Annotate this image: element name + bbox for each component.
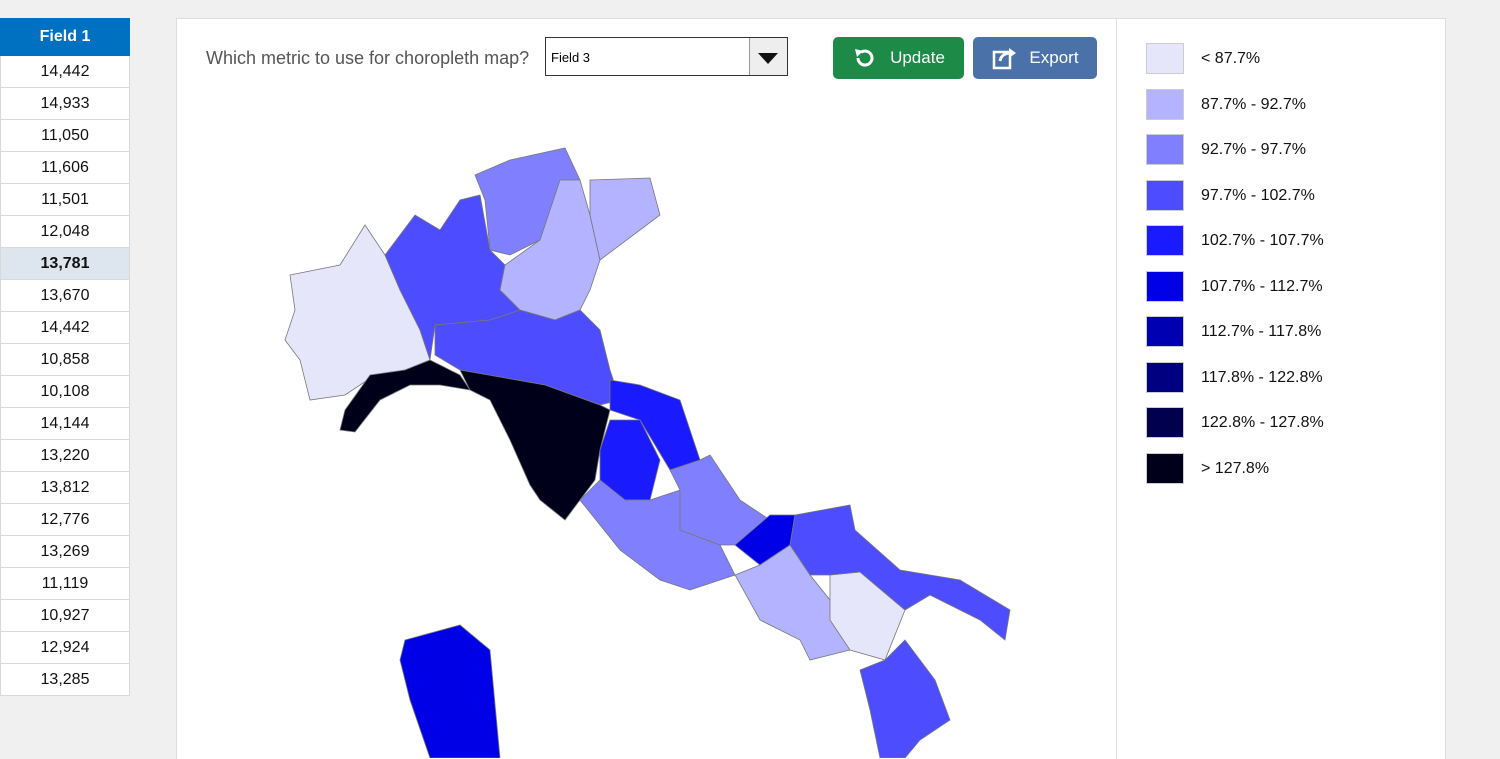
- table-row[interactable]: 10,927: [0, 599, 130, 632]
- region: [859, 639, 951, 758]
- region: [459, 369, 611, 521]
- refresh-icon: [855, 49, 874, 67]
- table-cell: 10,108: [0, 375, 130, 408]
- table-cell: 13,220: [0, 439, 130, 472]
- legend-label: 117.8% - 122.8%: [1201, 368, 1323, 386]
- update-button[interactable]: Update: [833, 37, 964, 79]
- legend-label: < 87.7%: [1201, 50, 1261, 67]
- table-row[interactable]: 11,606: [0, 151, 130, 184]
- table-row[interactable]: 14,442: [0, 311, 130, 344]
- choropleth-map: [284, 147, 1011, 758]
- table-header: Field 1: [0, 18, 130, 56]
- table-cell: 11,501: [0, 183, 130, 216]
- legend-label: > 127.8%: [1201, 459, 1270, 477]
- dropdown-value: Field 3: [551, 50, 591, 65]
- legend-swatch: [1146, 407, 1184, 438]
- legend-swatch: [1146, 270, 1184, 302]
- button-label: Export: [1029, 48, 1079, 67]
- table-cell: 12,776: [0, 503, 130, 536]
- table-cell: 14,933: [0, 87, 130, 120]
- table-row[interactable]: 12,048: [0, 215, 130, 248]
- table-cell: 10,927: [0, 599, 130, 632]
- table-row[interactable]: 13,285: [0, 663, 130, 696]
- legend-label: 102.7% - 107.7%: [1201, 232, 1324, 249]
- prompt-label: Which metric to use for choropleth map?: [206, 48, 530, 68]
- legend-swatch: [1146, 43, 1184, 74]
- table-row[interactable]: 12,924: [0, 631, 130, 664]
- table-cell: 10,858: [0, 343, 130, 376]
- legend-label: 122.8% - 127.8%: [1201, 414, 1324, 431]
- legend-swatch: [1146, 134, 1184, 165]
- table-cell: 13,269: [0, 535, 130, 568]
- table-cell: 13,781: [0, 247, 130, 280]
- table-row[interactable]: 12,776: [0, 503, 130, 536]
- region: [399, 624, 501, 758]
- legend-label: 107.7% - 112.7%: [1201, 277, 1323, 295]
- table-cell: 14,442: [0, 311, 130, 344]
- legend-swatch: [1146, 452, 1184, 484]
- table-row[interactable]: 10,858: [0, 343, 130, 376]
- table-cell: 13,285: [0, 663, 130, 696]
- data-table: Field 1 14,442 14,933 11,050 11,606 11,501 12…: [0, 18, 130, 696]
- legend-label: 87.7% - 92.7%: [1201, 95, 1306, 113]
- table-cell: 11,050: [0, 119, 130, 152]
- table-row[interactable]: 13,220: [0, 439, 130, 472]
- legend-swatch: [1146, 225, 1184, 256]
- table-row[interactable]: 13,812: [0, 471, 130, 504]
- table-row[interactable]: 13,269: [0, 535, 130, 568]
- table-cell: 13,812: [0, 471, 130, 504]
- table-row[interactable]: 11,050: [0, 119, 130, 152]
- button-label: Update: [890, 48, 945, 67]
- legend-label: 112.7% - 117.8%: [1201, 323, 1322, 340]
- table-row[interactable]: 13,781: [0, 247, 130, 280]
- legend-swatch: [1146, 316, 1184, 347]
- region: [589, 177, 661, 261]
- table-cell: 12,924: [0, 631, 130, 664]
- legend-swatch: [1146, 88, 1184, 120]
- legend-label: 97.7% - 102.7%: [1201, 186, 1315, 204]
- table-row[interactable]: 11,501: [0, 183, 130, 216]
- export-button[interactable]: Export: [973, 37, 1097, 79]
- arrow-icon: [758, 53, 778, 64]
- export-icon: [993, 48, 1017, 70]
- region: [789, 504, 1011, 641]
- metric-dropdown[interactable]: Field 3: [545, 37, 788, 76]
- region: [499, 179, 601, 321]
- table-cell: 13,670: [0, 279, 130, 312]
- table-row[interactable]: 14,933: [0, 87, 130, 120]
- legend-swatch: [1146, 361, 1184, 393]
- table-cell: 12,048: [0, 215, 130, 248]
- table-row[interactable]: 13,670: [0, 279, 130, 312]
- table-row[interactable]: 10,108: [0, 375, 130, 408]
- table-cell: 11,606: [0, 151, 130, 184]
- legend-swatch: [1146, 179, 1184, 211]
- region: [339, 359, 471, 433]
- legend-label: 92.7% - 97.7%: [1201, 141, 1306, 158]
- dropdown-arrow[interactable]: [749, 38, 787, 75]
